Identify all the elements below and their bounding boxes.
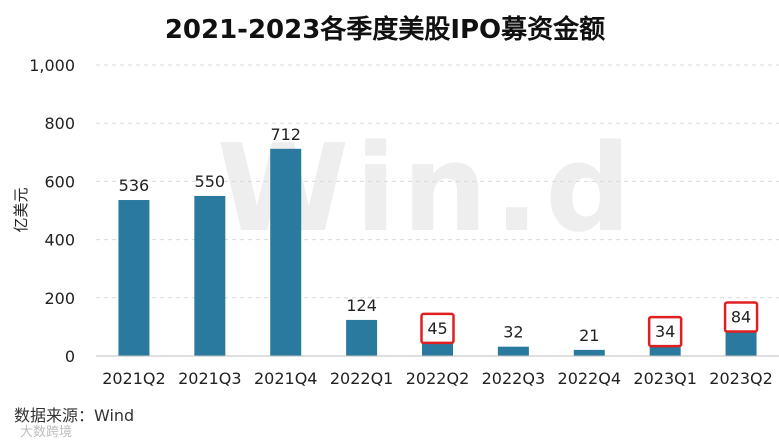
x-tick-label: 2022Q4 [558, 369, 622, 388]
data-label: 712 [270, 125, 301, 144]
credit-watermark: 大数跨境 [20, 425, 73, 440]
bar [194, 195, 226, 356]
bar [649, 346, 681, 356]
bar [270, 148, 302, 356]
data-label: 550 [195, 172, 226, 191]
y-tick-label: 0 [65, 347, 75, 366]
y-tick-label: 600 [44, 172, 75, 191]
bar [497, 346, 529, 356]
highlight-box [420, 312, 455, 345]
y-tick-label: 800 [44, 114, 75, 133]
data-label: 32 [503, 323, 523, 342]
x-axis-ticks: 2021Q2 2021Q3 2021Q4 2022Q1 2022Q2 2022Q3 2022… [102, 369, 773, 388]
data-label: 45 [427, 319, 447, 338]
x-tick-label: 2021Q4 [254, 369, 318, 388]
chart-title: 2021-2023各季度美股IPO募资金额 [165, 14, 605, 45]
highlight-box [647, 315, 683, 348]
x-tick-label: 2021Q3 [178, 369, 242, 388]
bar [422, 342, 453, 356]
y-axis-ticks: 0 200 400 600 800 1,000 [29, 56, 75, 366]
x-tick-label: 2023Q2 [709, 369, 773, 388]
data-label: 21 [579, 326, 599, 345]
highlight-box [723, 301, 759, 333]
bar [725, 331, 757, 356]
data-labels: 536 550 712 124 45 32 21 34 84 [119, 125, 759, 348]
y-axis-label: 亿美元 [12, 187, 30, 232]
data-label: 536 [119, 176, 150, 195]
x-tick-label: 2022Q2 [406, 369, 470, 388]
data-label: 34 [655, 322, 675, 341]
data-label: 84 [731, 308, 751, 327]
data-label: 124 [346, 296, 377, 315]
x-tick-label: 2022Q3 [482, 369, 546, 388]
y-tick-label: 400 [44, 231, 75, 250]
y-tick-label: 1,000 [29, 56, 75, 75]
x-tick-label: 2022Q1 [330, 369, 394, 388]
source-note: 数据来源：Wind [14, 406, 135, 425]
x-tick-label: 2023Q1 [633, 369, 697, 388]
x-tick-label: 2021Q2 [102, 369, 166, 388]
bar [346, 319, 378, 356]
bar [118, 200, 150, 356]
bar [573, 349, 605, 356]
bars [118, 148, 757, 356]
y-tick-label: 200 [44, 289, 75, 308]
